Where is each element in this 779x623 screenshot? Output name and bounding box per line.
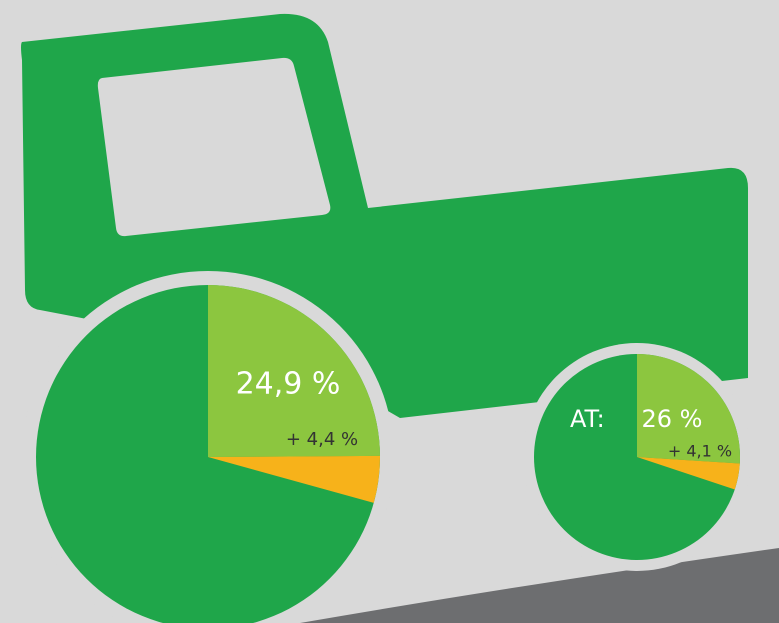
value-label: 24,9 %: [236, 367, 341, 402]
pie-label: AT:: [570, 405, 605, 433]
value-label: + 4,1 %: [668, 442, 732, 461]
tractor-window: [98, 58, 331, 236]
infographic: 24,9 % + 4,4 % 26 % + 4,1 % AT:: [0, 0, 779, 623]
value-label: 26 %: [642, 405, 703, 433]
value-label: + 4,4 %: [286, 429, 358, 450]
